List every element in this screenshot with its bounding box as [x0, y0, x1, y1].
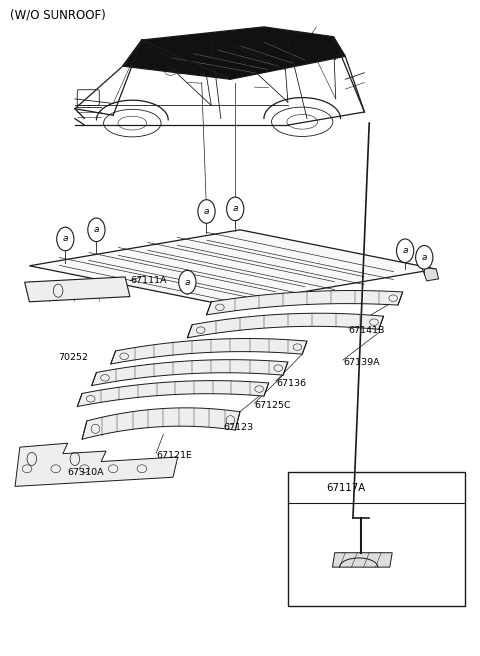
Text: (W/O SUNROOF): (W/O SUNROOF)	[10, 9, 106, 22]
Text: a: a	[421, 253, 427, 262]
Text: a: a	[204, 207, 209, 216]
Text: a: a	[232, 205, 238, 213]
Polygon shape	[206, 291, 403, 315]
Text: 67136: 67136	[276, 379, 306, 388]
Text: 67121E: 67121E	[156, 451, 192, 460]
Text: 67310A: 67310A	[68, 468, 104, 476]
Polygon shape	[111, 338, 307, 364]
Circle shape	[396, 239, 414, 262]
Text: 67111A: 67111A	[130, 276, 167, 285]
FancyBboxPatch shape	[288, 472, 465, 606]
Circle shape	[227, 197, 244, 220]
Circle shape	[297, 478, 312, 499]
Text: 70252: 70252	[58, 353, 88, 362]
Polygon shape	[82, 408, 240, 440]
Polygon shape	[332, 553, 392, 567]
Text: 67141B: 67141B	[348, 326, 385, 335]
Polygon shape	[29, 230, 436, 305]
Circle shape	[57, 227, 74, 251]
Polygon shape	[77, 380, 269, 407]
Text: 67123: 67123	[224, 423, 254, 432]
Circle shape	[198, 199, 215, 223]
Text: 67117A: 67117A	[326, 483, 365, 493]
Text: a: a	[94, 225, 99, 234]
Text: 67125C: 67125C	[254, 401, 291, 411]
Text: a: a	[302, 484, 307, 493]
Text: a: a	[62, 234, 68, 243]
Polygon shape	[24, 277, 130, 302]
Circle shape	[179, 270, 196, 294]
Circle shape	[88, 218, 105, 241]
Polygon shape	[15, 443, 178, 486]
Text: 67139A: 67139A	[343, 358, 380, 367]
Text: a: a	[402, 246, 408, 255]
Text: a: a	[185, 277, 190, 287]
Polygon shape	[92, 359, 288, 386]
Circle shape	[416, 245, 433, 269]
Polygon shape	[187, 313, 384, 338]
Polygon shape	[422, 267, 439, 281]
Polygon shape	[123, 27, 345, 79]
